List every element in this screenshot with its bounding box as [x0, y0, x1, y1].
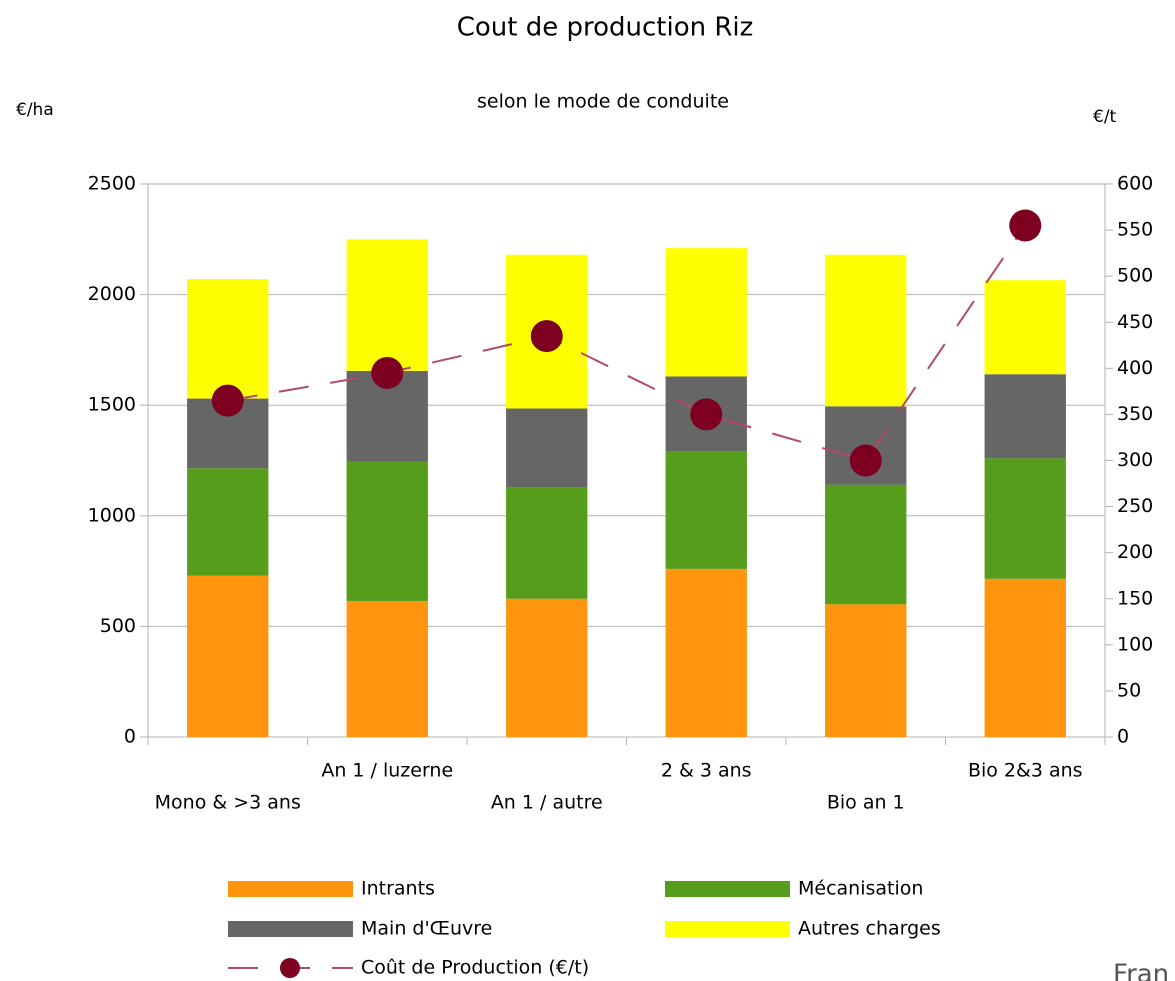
bar-segment	[984, 458, 1066, 579]
bar-segment	[506, 408, 588, 488]
y-tick-label: 0	[124, 726, 136, 748]
bar-segment	[187, 279, 269, 399]
legend-swatch	[665, 881, 790, 897]
legend-swatch	[228, 881, 353, 897]
legend-label: Intrants	[361, 878, 435, 900]
bar-segment	[187, 468, 269, 576]
legend-swatch	[228, 921, 353, 937]
legend-label: Main d'Œuvre	[361, 918, 492, 940]
bar-segment	[187, 575, 269, 737]
y-tick-label: 1000	[88, 504, 136, 526]
chart-subtitle: selon le mode de conduite	[477, 91, 729, 113]
line-point	[690, 398, 723, 431]
y2-axis-label: €/t	[1093, 107, 1117, 127]
line-point	[371, 356, 404, 389]
bar-segment	[665, 568, 747, 737]
legend-label: Mécanisation	[798, 878, 923, 900]
legend-marker	[280, 958, 300, 978]
x-tick-label: An 1 / luzerne	[321, 760, 453, 782]
x-tick-label: Bio an 1	[827, 792, 905, 814]
legend-swatch	[665, 921, 790, 937]
x-tick-label: Bio 2&3 ans	[968, 760, 1083, 782]
bar-segment	[984, 578, 1066, 737]
y2-tick-label: 350	[1117, 403, 1153, 425]
bar-segment	[825, 604, 907, 737]
x-tick-label: Mono & >3 ans	[155, 792, 301, 814]
y2-tick-label: 0	[1117, 726, 1129, 748]
line-point	[211, 384, 244, 417]
y-axis-label: €/ha	[16, 100, 54, 120]
footer: Fran	[1113, 960, 1169, 981]
x-tick-label: An 1 / autre	[491, 792, 603, 814]
bar-segment	[984, 280, 1066, 375]
chart-title: Cout de production Riz	[457, 13, 754, 43]
bar-segment	[506, 487, 588, 599]
y2-tick-label: 500	[1117, 265, 1153, 287]
x-tick-label: 2 & 3 ans	[661, 760, 752, 782]
y2-tick-label: 450	[1117, 311, 1153, 333]
y2-tick-label: 600	[1117, 173, 1153, 195]
y2-tick-label: 200	[1117, 541, 1153, 563]
bar-segment	[665, 248, 747, 377]
bar-segment	[825, 484, 907, 605]
line-point	[530, 320, 563, 353]
y2-tick-label: 50	[1117, 679, 1141, 701]
legend-label: Coût de Production (€/t)	[361, 957, 589, 979]
y-tick-label: 500	[100, 615, 136, 637]
y-tick-label: 1500	[88, 394, 136, 416]
bar-segment	[346, 239, 428, 371]
bar-segment	[506, 598, 588, 737]
y2-tick-label: 100	[1117, 633, 1153, 655]
bar-segment	[665, 451, 747, 569]
legend-label: Autres charges	[798, 918, 941, 940]
y2-tick-label: 400	[1117, 357, 1153, 379]
bar-segment	[825, 254, 907, 407]
bar-segment	[346, 461, 428, 601]
bar-segment	[346, 600, 428, 737]
line-point	[849, 444, 882, 477]
y2-tick-label: 300	[1117, 449, 1153, 471]
y-tick-label: 2500	[88, 173, 136, 195]
y2-tick-label: 550	[1117, 219, 1153, 241]
y2-tick-label: 150	[1117, 587, 1153, 609]
y-tick-label: 2000	[88, 283, 136, 305]
line-point	[1009, 209, 1042, 242]
y2-tick-label: 250	[1117, 495, 1153, 517]
bar-segment	[984, 374, 1066, 459]
